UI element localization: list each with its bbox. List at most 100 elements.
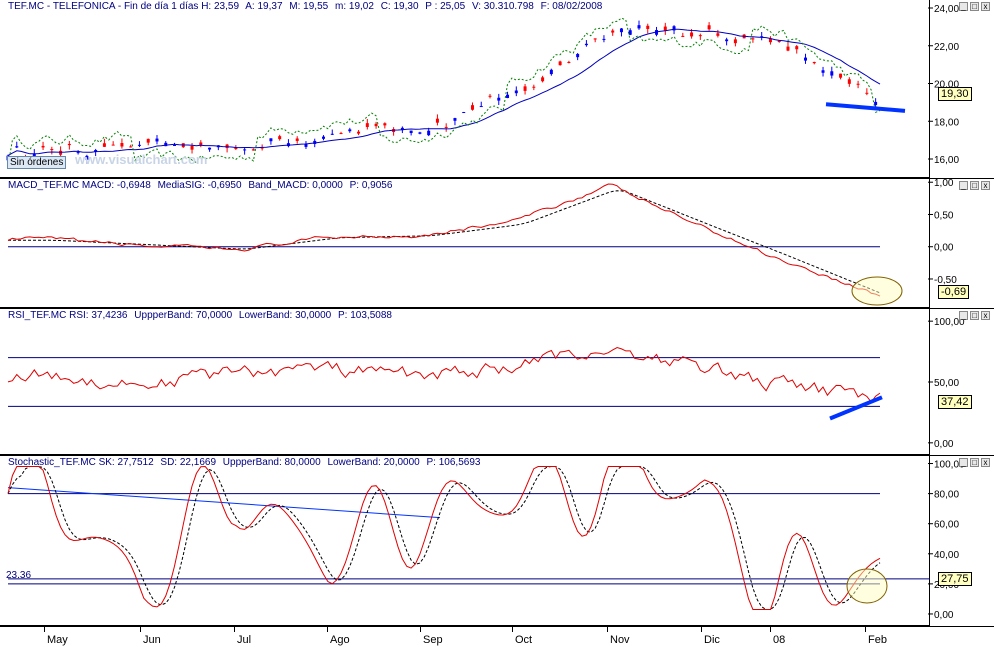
candle-body <box>41 145 45 148</box>
candle-body <box>321 136 325 139</box>
candle-body <box>839 73 843 78</box>
candle-body <box>32 153 36 156</box>
candle-body <box>611 30 615 33</box>
price-pane[interactable]: 24,00 22,00 20,00 18,00 16,00 TEF.MC - TELEF… <box>0 0 994 178</box>
candle-body <box>795 46 799 50</box>
price-header-volume: V: 30.310.798 <box>471 1 534 12</box>
candle-body <box>85 155 89 160</box>
candle-body <box>462 112 466 114</box>
stoch-tick-label: 40,00 <box>934 550 959 561</box>
price-tick-label: 22,00 <box>934 42 959 53</box>
candle-body <box>295 138 299 141</box>
macd-chart-svg: 1,00 0,50 0,00 -0,50 <box>7 179 957 306</box>
price-header-low: m: 19,02 <box>335 1 374 12</box>
candle-body <box>383 123 387 126</box>
orders-badge[interactable]: Sin órdenes <box>7 156 67 169</box>
price-plot[interactable]: 24,00 22,00 20,00 18,00 16,00 <box>0 0 959 178</box>
maximize-button[interactable]: □ <box>970 2 979 11</box>
candle-body <box>330 133 334 135</box>
x-axis-label: Nov <box>610 634 630 646</box>
stoch-tick-label: 60,00 <box>934 520 959 531</box>
rsi-maximize-button[interactable]: □ <box>970 311 979 320</box>
x-axis-label: 08 <box>773 634 786 646</box>
support-trendline <box>825 102 906 113</box>
candle-body <box>777 40 781 42</box>
price-tick-label: 16,00 <box>934 155 959 166</box>
candle-body <box>164 142 168 147</box>
candle-body <box>137 144 141 146</box>
x-axis-tick <box>44 627 45 632</box>
x-axis-tick <box>701 627 702 632</box>
candle-body <box>102 143 106 147</box>
x-axis-tick <box>512 627 513 632</box>
stoch-tick-label: 100,00 <box>934 460 965 471</box>
macd-highlight-ellipse <box>851 276 903 306</box>
candle-body <box>576 53 580 58</box>
x-axis: May Jun Jul Ago Sep Oct Nov Dic 08 Feb <box>0 626 994 647</box>
x-axis-label: Feb <box>868 634 887 646</box>
macd-pane[interactable]: 1,00 0,50 0,00 -0,50 MACD_TEF.MC MACD: -0,6… <box>0 178 994 308</box>
stoch-close-button[interactable]: x <box>981 458 990 467</box>
parabolic-sar-line <box>7 17 881 167</box>
rsi-tick-label: 100,00 <box>934 317 965 328</box>
candle-body <box>804 57 808 61</box>
candle-body <box>514 90 518 94</box>
macd-header-band: Band_MACD: 0,0000 <box>248 180 343 191</box>
candle-body <box>672 26 676 31</box>
rsi-line <box>7 346 881 403</box>
rsi-tick-label: 50,00 <box>934 378 959 389</box>
price-header-date: F: 08/02/2008 <box>540 1 603 12</box>
candle-body <box>532 86 536 88</box>
minimize-button[interactable]: _ <box>959 2 968 11</box>
watermark: www.visualchart.com <box>75 152 208 167</box>
x-axis-label: Ago <box>330 634 350 646</box>
rsi-header-title: RSI_TEF.MC RSI: 37,4236 <box>8 310 128 321</box>
price-header-open: A: 19,37 <box>245 1 283 12</box>
stoch-minimize-button[interactable]: _ <box>959 458 968 467</box>
x-axis-tick <box>770 627 771 632</box>
moving-average-line <box>7 28 881 157</box>
macd-close-button[interactable]: x <box>981 181 990 190</box>
rsi-plot[interactable]: 100,00 50,00 0,00 <box>0 309 965 455</box>
rsi-last-value: 37,42 <box>938 395 972 409</box>
candle-body <box>470 105 474 110</box>
candle-body <box>584 43 588 46</box>
candle-body <box>409 130 413 134</box>
stoch-header-p: P: 106,5693 <box>426 457 481 468</box>
candle-body <box>111 144 115 146</box>
stoch-maximize-button[interactable]: □ <box>970 458 979 467</box>
macd-maximize-button[interactable]: □ <box>970 181 979 190</box>
macd-plot[interactable]: 1,00 0,50 0,00 -0,50 <box>0 179 957 308</box>
candle-body <box>497 97 501 101</box>
candle-body <box>199 142 203 146</box>
candle-body <box>120 143 124 147</box>
rsi-header-lower: LowerBand: 30,0000 <box>238 310 332 321</box>
candle-body <box>435 118 439 123</box>
stoch-trendline <box>7 487 441 519</box>
candle-body <box>313 140 317 144</box>
candle-body <box>733 39 737 44</box>
candle-body <box>698 35 702 37</box>
candle-body <box>874 101 878 105</box>
rsi-header-p: P: 103,5088 <box>338 310 392 321</box>
candle-body <box>567 61 571 63</box>
candle-body <box>129 146 133 148</box>
candle-body <box>173 145 177 147</box>
stoch-tick-label: 0,00 <box>934 610 954 621</box>
rsi-minimize-button[interactable]: _ <box>959 311 968 320</box>
macd-minimize-button[interactable]: _ <box>959 181 968 190</box>
x-axis-label: May <box>47 634 68 646</box>
x-axis-label: Jun <box>143 634 161 646</box>
candle-body <box>234 147 238 150</box>
rsi-close-button[interactable]: x <box>981 311 990 320</box>
macd-tick-label: -0,50 <box>934 275 957 286</box>
price-header-close: C: 19,30 <box>380 1 419 12</box>
close-button[interactable]: x <box>981 2 990 11</box>
candle-body <box>637 25 641 29</box>
rsi-pane[interactable]: 100,00 50,00 0,00 RSI_TEF.MC RSI: 37,4236 … <box>0 308 994 455</box>
x-axis-tick <box>607 627 608 632</box>
candle-body <box>830 71 834 76</box>
macd-line <box>7 183 881 297</box>
